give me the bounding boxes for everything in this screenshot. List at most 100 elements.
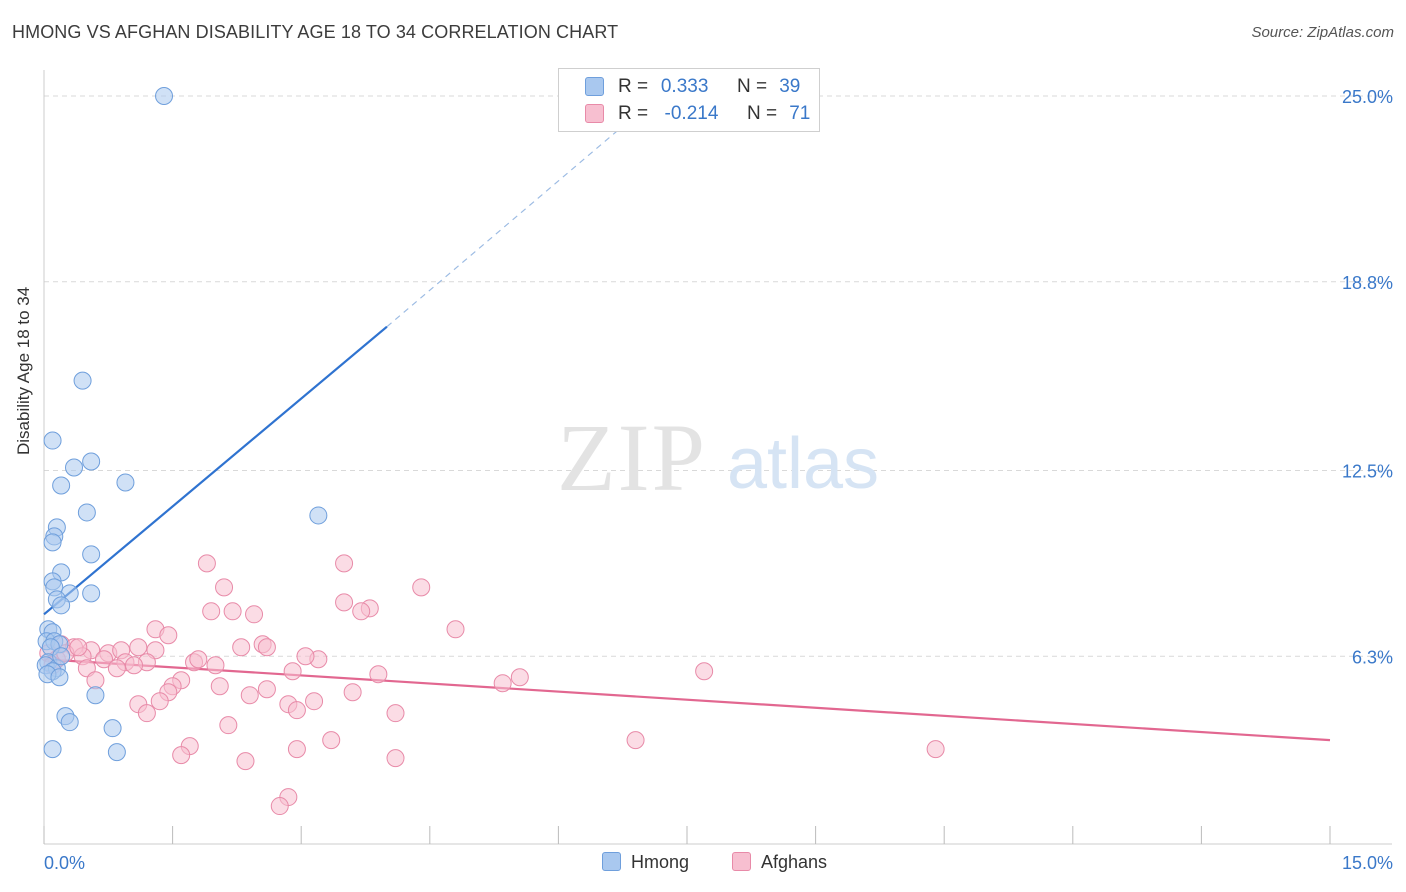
afghan-point-55 [137,704,156,723]
hmong-points [36,87,328,762]
afghan-point-1 [335,554,354,573]
afghan-n-label: N = [746,103,778,124]
x-tick-label-0: 0.0% [44,853,85,873]
afghan-trend-line [43,658,1331,742]
afghan-point-31 [206,656,225,675]
watermark-atlas: atlas [727,424,879,504]
afghan-point-35 [283,662,302,681]
afghan-point-70 [189,650,208,669]
hmong-n-label: N = [736,76,768,97]
correlation-legend: R = 0.333 N = 39 R = -0.214 N = 71 [558,68,820,132]
afghan-point-27 [95,650,114,669]
afghan-point-57 [626,731,645,750]
hmong-point-19 [52,596,71,615]
hmong-point-6 [116,473,135,492]
hmong-point-11 [43,533,62,552]
afghan-point-53 [287,701,306,720]
tick-labels: 6.3% 12.5% 18.8% 25.0% 0.0% 15.0% [44,87,1393,873]
afghan-point-46 [343,683,362,702]
hmong-point-7 [77,503,96,522]
hmong-point-3 [82,452,101,471]
afghan-point-3 [215,578,234,597]
afghan-point-8 [223,602,242,621]
hmong-trend-extension [386,107,645,328]
afghan-point-12 [159,626,178,645]
afghan-point-39 [510,668,529,687]
afghan-point-61 [926,740,945,759]
y-tick-label-2: 18.8% [1342,273,1393,293]
afghan-point-34 [125,656,144,675]
hmong-point-4 [65,458,84,477]
afghan-point-9 [245,605,264,624]
hmong-swatch [585,77,604,96]
afghan-n-value: 71 [789,103,811,124]
afghan-point-37 [369,665,388,684]
hmong-point-17 [82,584,101,603]
y-tick-label-1: 12.5% [1342,462,1393,482]
afghan-point-11 [446,620,465,639]
afghan-point-56 [219,716,238,735]
afghan-legend-label: Afghans [761,852,828,872]
afghan-point-60 [287,740,306,759]
hmong-point-2 [43,431,62,450]
hmong-r-label: R = [618,76,649,97]
hmong-point-36 [43,740,62,759]
afghan-point-62 [172,746,191,765]
afghan-point-44 [210,677,229,696]
axes [43,70,1392,845]
afghan-point-48 [240,686,259,705]
afghan-legend-swatch [732,852,751,871]
y-tick-label-0: 6.3% [1352,647,1393,667]
watermark: ZIP atlas [557,404,879,511]
hmong-point-31 [50,668,69,687]
y-axis-label: Disability Age 18 to 34 [14,286,33,455]
chart-title: HMONG VS AFGHAN DISABILITY AGE 18 TO 34 … [12,22,619,42]
afghan-point-7 [202,602,221,621]
hmong-point-1 [73,371,92,390]
x-tick-label-1: 15.0% [1342,853,1393,873]
hmong-point-37 [107,743,126,762]
afghan-points [39,554,945,816]
bottom-legend-afghans: Afghans [732,852,827,873]
afghan-point-4 [335,593,354,612]
hmong-point-0 [155,87,174,105]
trend-lines [43,107,1331,742]
hmong-point-12 [82,545,101,564]
watermark-zip: ZIP [557,404,707,511]
hmong-r-value: 0.333 [660,76,709,97]
afghan-point-45 [257,680,276,699]
afghan-point-0 [197,554,216,573]
afghan-point-66 [270,797,289,816]
afghan-point-18 [129,638,148,657]
afghan-point-21 [257,638,276,657]
source-label: Source: ZipAtlas.com [1251,24,1394,41]
afghan-point-40 [493,674,512,693]
afghan-point-6 [352,602,371,621]
afghan-point-22 [232,638,251,657]
afghan-point-2 [412,578,431,597]
y-tick-label-3: 25.0% [1342,87,1393,107]
hmong-point-8 [309,506,328,525]
hmong-n-value: 39 [779,76,801,97]
afghan-point-52 [305,692,324,711]
afghan-point-58 [322,731,341,750]
afghan-swatch [585,104,604,123]
afghan-point-49 [150,692,169,711]
hmong-point-38 [52,647,71,666]
hmong-point-32 [86,686,105,705]
afghan-point-69 [296,647,315,666]
afghan-point-54 [386,704,405,723]
hmong-legend-swatch [602,852,621,871]
afghan-r-label: R = [618,103,649,124]
hmong-point-34 [60,713,79,732]
afghan-point-41 [86,671,105,690]
hmong-legend-label: Hmong [631,852,690,872]
bottom-legend-hmong: Hmong [602,852,689,873]
afghan-point-68 [69,638,88,657]
afghan-point-38 [695,662,714,681]
hmong-point-5 [52,476,71,495]
hmong-point-35 [103,719,122,738]
gridlines [44,95,1392,657]
afghan-point-63 [236,752,255,771]
